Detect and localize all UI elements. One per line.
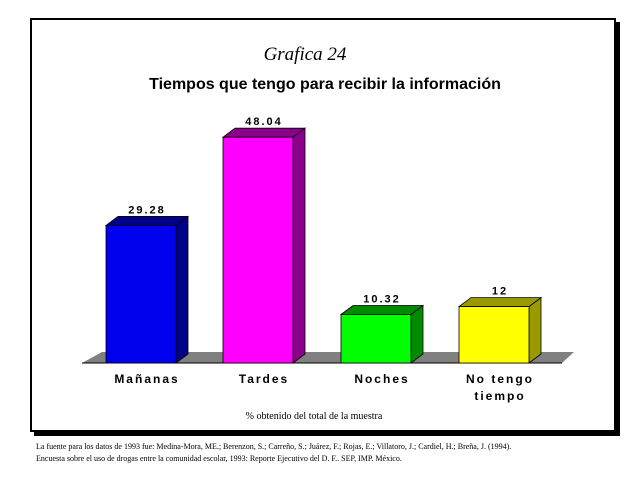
bar-side xyxy=(175,215,189,364)
x-axis-label: % obtenido del total de la muestra xyxy=(246,411,383,422)
bar xyxy=(340,314,412,364)
source-note-line: Encuesta sobre el uso de drogas entre la… xyxy=(36,454,402,463)
chart-title: Tiempos que tengo para recibir la inform… xyxy=(149,76,501,93)
data-label: 29.28 xyxy=(128,204,166,216)
chart-floor xyxy=(82,352,574,363)
bar-top xyxy=(339,305,425,315)
figure-label: Grafica 24 xyxy=(264,44,347,65)
bar-top xyxy=(457,297,543,308)
tick-label: tiempo xyxy=(474,389,525,403)
tick-label: Tardes xyxy=(239,372,289,386)
bar xyxy=(458,306,530,364)
data-label: 12 xyxy=(492,286,508,298)
bar xyxy=(222,136,294,364)
bar xyxy=(105,224,177,364)
source-note: La fuente para los datos de 1993 fue: Me… xyxy=(36,441,616,465)
bar-side xyxy=(292,127,306,364)
tick-label: Noches xyxy=(354,372,409,386)
bar-side xyxy=(528,296,542,364)
bar-top xyxy=(104,215,190,226)
tick-label: No tengo xyxy=(466,372,534,386)
bar-top xyxy=(221,127,307,138)
source-note-line: La fuente para los datos de 1993 fue: Me… xyxy=(36,442,512,451)
data-label: 10.32 xyxy=(363,293,401,305)
tick-label: Mañanas xyxy=(114,372,179,386)
bar-side xyxy=(410,304,424,364)
data-label: 48.04 xyxy=(245,116,283,128)
